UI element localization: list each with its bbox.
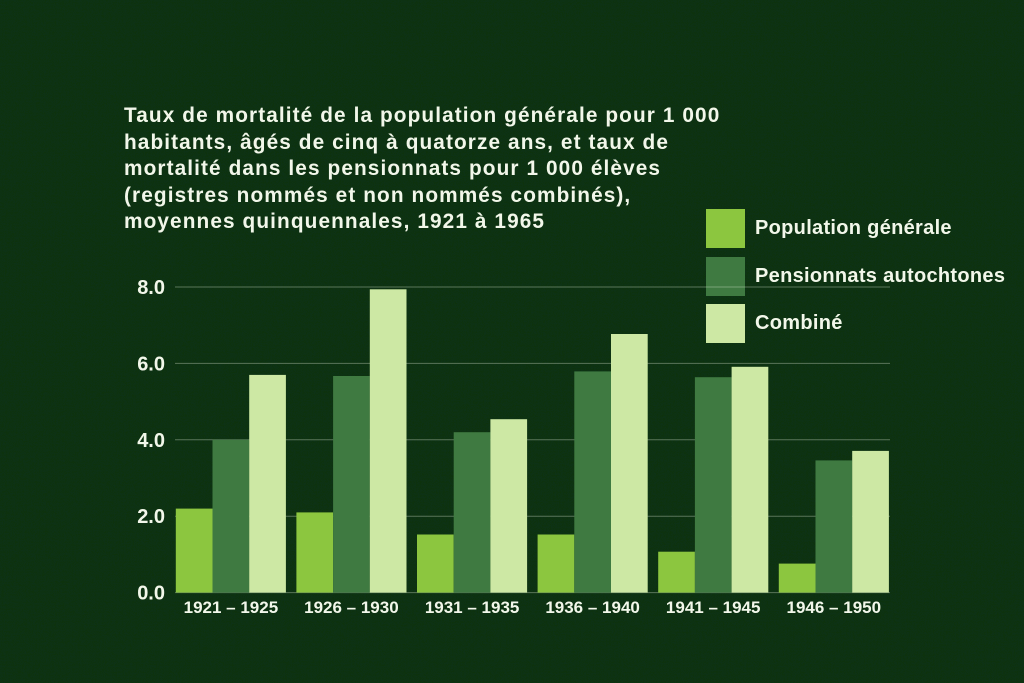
svg-text:0.0: 0.0 xyxy=(137,583,165,605)
svg-text:1936 – 1940: 1936 – 1940 xyxy=(545,598,640,617)
svg-text:1931 – 1935: 1931 – 1935 xyxy=(425,598,520,617)
svg-text:1946 – 1950: 1946 – 1950 xyxy=(787,598,882,617)
svg-text:1921 – 1925: 1921 – 1925 xyxy=(184,598,279,617)
svg-text:2.0: 2.0 xyxy=(137,506,165,528)
svg-text:1941 – 1945: 1941 – 1945 xyxy=(666,598,761,617)
svg-text:8.0: 8.0 xyxy=(137,277,165,299)
svg-text:4.0: 4.0 xyxy=(137,430,165,452)
svg-text:1926 – 1930: 1926 – 1930 xyxy=(304,598,399,617)
svg-text:6.0: 6.0 xyxy=(137,353,165,375)
